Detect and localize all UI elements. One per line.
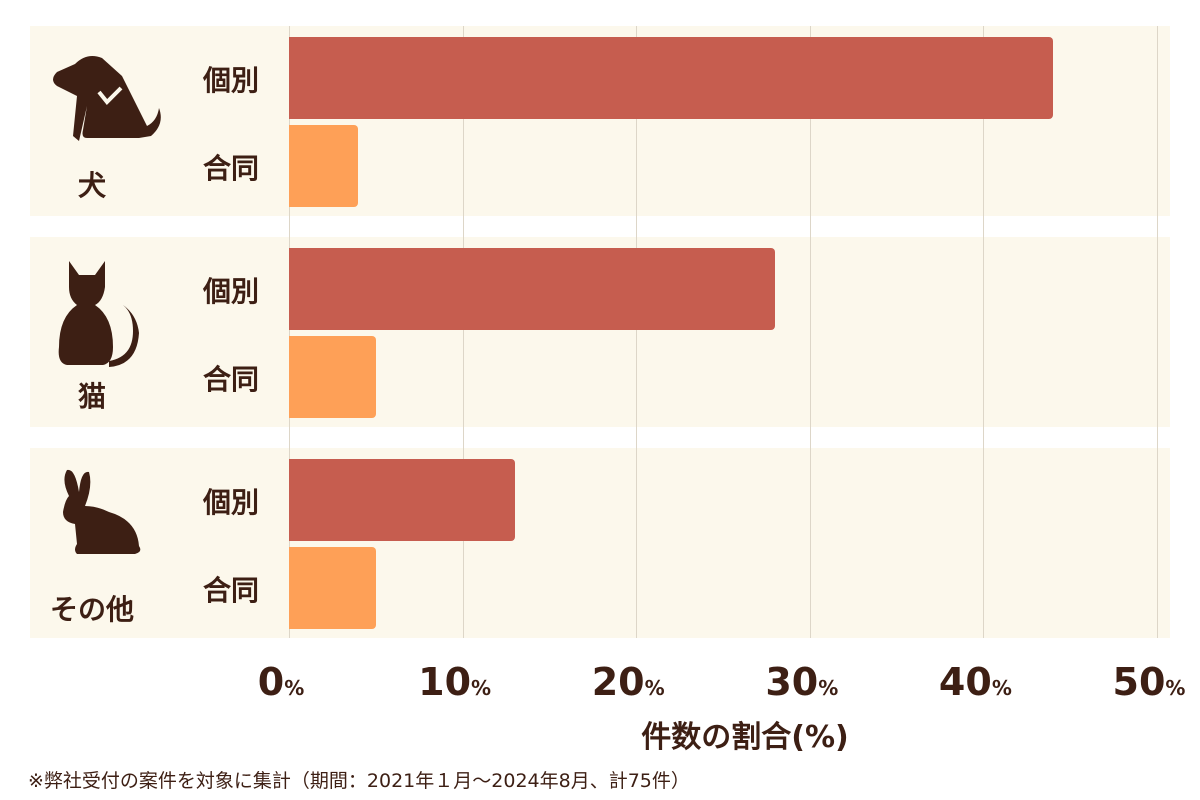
group-label: 猫 bbox=[77, 380, 106, 413]
x-tick-label: 40% bbox=[938, 660, 1012, 704]
series-label: 個別 bbox=[203, 486, 260, 519]
gridline bbox=[289, 26, 290, 638]
x-tick-label: 30% bbox=[765, 660, 839, 704]
series-label: 個別 bbox=[203, 64, 260, 97]
bar-joint bbox=[289, 125, 359, 207]
x-tick-label: 20% bbox=[591, 660, 665, 704]
x-tick-label: 50% bbox=[1112, 660, 1186, 704]
cat-icon bbox=[47, 257, 147, 376]
bar-individual bbox=[289, 37, 1053, 119]
gridline bbox=[983, 26, 985, 638]
series-label: 合同 bbox=[203, 363, 260, 396]
gridline bbox=[809, 26, 811, 638]
bar-joint bbox=[289, 336, 376, 418]
x-axis-label: 件数の割合(%) bbox=[641, 720, 849, 755]
series-label: 合同 bbox=[203, 152, 260, 185]
bar-individual bbox=[289, 248, 776, 330]
group-label: 犬 bbox=[77, 169, 106, 202]
group-panel bbox=[30, 448, 1170, 638]
x-tick-label: 10% bbox=[418, 660, 492, 704]
footnote: ※弊社受付の案件を対象に集計（期間：2021年１月～2024年8月、計75件） bbox=[28, 770, 690, 792]
series-label: 合同 bbox=[203, 574, 260, 607]
bar-joint bbox=[289, 547, 376, 629]
dog-icon bbox=[47, 46, 165, 160]
x-tick-label: 0% bbox=[257, 660, 305, 704]
rabbit-icon bbox=[47, 466, 147, 565]
gridline bbox=[1157, 26, 1158, 638]
gridline bbox=[636, 26, 638, 638]
group-label: その他 bbox=[49, 593, 134, 626]
gridline bbox=[462, 26, 464, 638]
series-label: 個別 bbox=[203, 275, 260, 308]
bar-individual bbox=[289, 459, 515, 541]
